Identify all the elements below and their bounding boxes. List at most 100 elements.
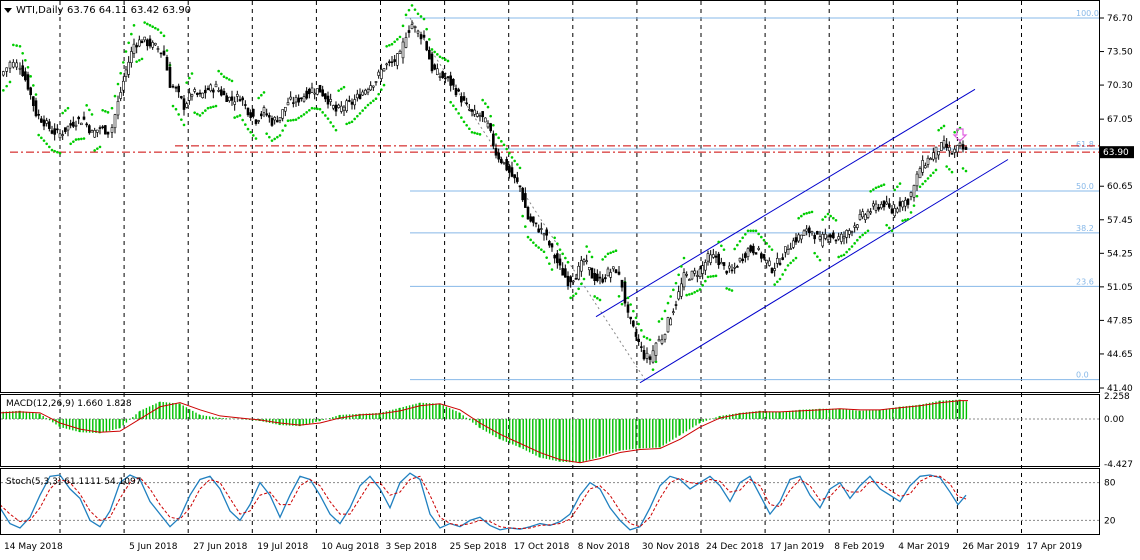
- sar-dot: [720, 244, 723, 248]
- candle-body: [696, 275, 699, 277]
- candle-body: [230, 96, 234, 101]
- sar-dot: [56, 150, 59, 154]
- sar-dot: [866, 229, 870, 233]
- current-price-tag: 63.90: [1100, 146, 1134, 159]
- candle-body: [805, 228, 808, 232]
- candle-body: [548, 241, 551, 246]
- candle-body: [660, 339, 664, 344]
- candle-body: [492, 133, 495, 147]
- candle-body: [598, 276, 602, 279]
- candle-body: [24, 71, 27, 81]
- sar-dot: [244, 123, 247, 126]
- sar-dot: [712, 274, 715, 278]
- sar-dot: [416, 12, 420, 16]
- sar-dot: [730, 289, 734, 292]
- candle-body: [717, 253, 720, 266]
- candle-body: [124, 69, 128, 77]
- candle-body: [915, 173, 919, 187]
- candle-body: [326, 95, 330, 105]
- sar-dot: [682, 256, 686, 260]
- sar-dot: [640, 329, 643, 332]
- sar-dot: [784, 268, 787, 272]
- candle-body: [890, 208, 894, 214]
- sar-dot: [948, 167, 951, 171]
- sar-dot: [606, 252, 610, 256]
- candle-body: [712, 254, 715, 258]
- y-tick-label: 60.65: [1107, 182, 1133, 192]
- candle-body: [773, 268, 776, 271]
- candle-body: [470, 109, 474, 112]
- sar-dot: [182, 123, 186, 127]
- candle-body: [582, 259, 586, 263]
- sar-dot: [313, 107, 316, 110]
- candle-body: [821, 234, 824, 247]
- candle-body: [410, 24, 414, 29]
- sar-dot: [454, 107, 458, 111]
- sar-dot: [138, 58, 141, 62]
- sar-dot: [754, 229, 758, 233]
- sar-dot: [374, 97, 378, 101]
- candle-body: [762, 254, 766, 259]
- candle-body: [738, 257, 742, 262]
- candle-body: [537, 228, 540, 233]
- candle-body: [797, 234, 800, 242]
- x-tick-label: 19 Jul 2018: [257, 542, 308, 552]
- macd-panel: 2.258 0.00 -4.427: [0, 392, 1133, 470]
- candle-body: [864, 214, 867, 220]
- sar-dot: [452, 104, 455, 107]
- sar-dot: [505, 147, 508, 151]
- sar-dot: [494, 133, 498, 136]
- candle-body: [168, 66, 172, 88]
- sar-dot: [428, 38, 431, 41]
- sar-dot: [738, 239, 742, 243]
- sar-dot: [348, 121, 351, 125]
- candle-body: [270, 118, 274, 126]
- sar-dot: [869, 189, 872, 193]
- candle-body: [934, 146, 938, 159]
- candle-body: [446, 76, 450, 78]
- candle-body: [776, 258, 779, 264]
- sar-dot: [688, 293, 691, 296]
- candle-body: [273, 117, 276, 121]
- sar-dot: [800, 214, 803, 218]
- candle-body: [101, 126, 104, 129]
- candle-body: [401, 41, 405, 59]
- sar-dot: [757, 232, 760, 236]
- sar-dot: [794, 256, 798, 260]
- sar-dot: [961, 167, 965, 170]
- candle-body: [856, 224, 859, 228]
- candle-body: [861, 211, 864, 218]
- candle-body: [590, 267, 594, 279]
- sar-dot: [286, 119, 290, 123]
- candle-body: [810, 231, 814, 234]
- candle-body: [209, 84, 212, 92]
- candle-body: [866, 210, 870, 218]
- candle-body: [754, 252, 758, 255]
- sar-dot: [645, 336, 649, 340]
- sar-dot: [964, 169, 968, 173]
- sar-dot: [252, 134, 255, 137]
- sar-dot: [802, 212, 806, 216]
- sar-dot: [404, 13, 408, 17]
- sar-dot: [140, 57, 144, 61]
- candle-body: [268, 115, 271, 118]
- candle-body: [130, 51, 133, 63]
- candle-body: [321, 89, 324, 97]
- sar-dot: [388, 43, 391, 47]
- candle-body: [577, 265, 580, 280]
- candle-body: [898, 201, 902, 207]
- sar-dot: [698, 288, 702, 291]
- candle-body: [778, 262, 782, 265]
- dropdown-triangle-icon[interactable]: [4, 8, 12, 13]
- candle-body: [48, 121, 51, 129]
- sar-dot: [366, 103, 370, 107]
- sar-dot: [236, 115, 239, 118]
- y-tick-label: 54.25: [1107, 249, 1133, 259]
- sar-dot: [196, 112, 199, 116]
- candle-body: [18, 67, 22, 70]
- sar-dot: [433, 50, 436, 54]
- candle-body: [896, 208, 899, 213]
- candle-body: [786, 249, 790, 255]
- sar-dot: [470, 130, 474, 134]
